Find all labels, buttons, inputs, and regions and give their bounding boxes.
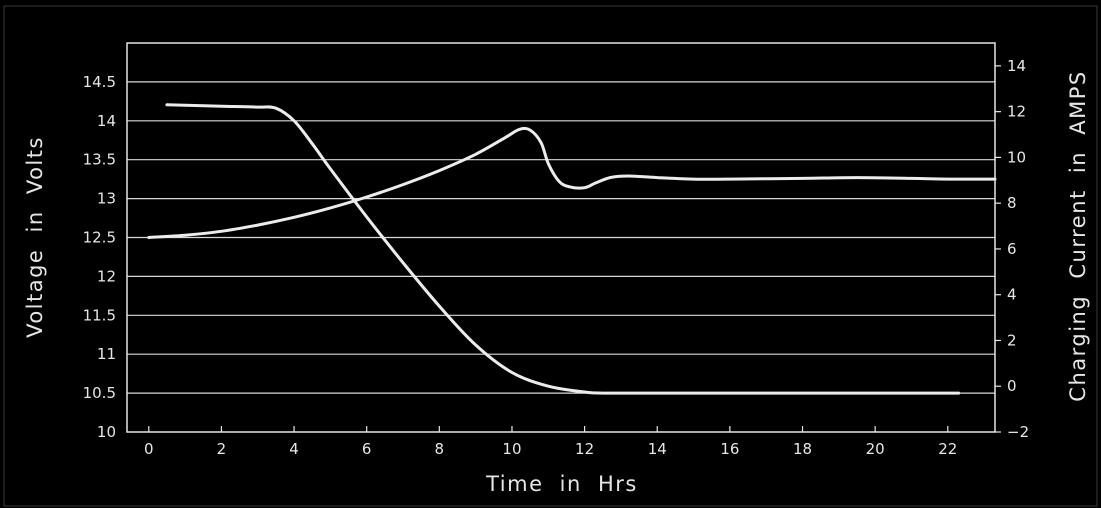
x-tick-label: 6 (362, 440, 372, 458)
y-right-tick-label: −2 (1007, 423, 1029, 441)
x-tick-label: 20 (866, 440, 885, 458)
voltage-series-line (147, 126, 997, 239)
y-left-tick-label: 14 (97, 112, 116, 130)
x-tick-label: 10 (502, 440, 521, 458)
x-axis-title: Time in Hrs (485, 472, 638, 496)
x-tick-label: 18 (793, 440, 812, 458)
y-right-tick-label: 2 (1007, 331, 1017, 349)
x-tick-label: 16 (720, 440, 739, 458)
y-right-tick-label: 14 (1007, 57, 1026, 75)
y-left-tick-label: 14.5 (83, 73, 116, 91)
y-axis-right-title: Charging Current in AMPS (1066, 70, 1090, 401)
x-tick-label: 22 (938, 440, 957, 458)
y-right-tick-label: 12 (1007, 103, 1026, 121)
y-left-tick-label: 10.5 (83, 384, 116, 402)
x-tick-label: 14 (648, 440, 667, 458)
current-series-line (165, 103, 961, 395)
y-left-tick-label: 13 (97, 190, 116, 208)
y-left-tick-label: 11 (97, 345, 116, 363)
x-tick-label: 8 (435, 440, 445, 458)
plot-frame (126, 42, 996, 433)
x-tick-label: 4 (289, 440, 299, 458)
y-right-tick-label: 6 (1007, 240, 1017, 258)
y-right-tick-label: 0 (1007, 377, 1017, 395)
y-left-tick-label: 12 (97, 267, 116, 285)
y-right-tick-label: 8 (1007, 194, 1017, 212)
y-right-tick-label: 10 (1007, 148, 1026, 166)
y-left-tick-label: 10 (97, 423, 116, 441)
tick-labels: 10 10.5 11 11.5 12 12.5 13 13.5 14 14.5 −2 0 2 4 6 8 10 1… (83, 57, 1030, 458)
y-left-tick-label: 11.5 (83, 306, 116, 324)
y-left-tick-label: 12.5 (83, 229, 116, 247)
x-tick-label: 12 (575, 440, 594, 458)
y-axis-left-title: Voltage in Volts (23, 136, 47, 338)
outer-border (3, 5, 1098, 507)
x-tick-label: 0 (144, 440, 154, 458)
series-layer (147, 103, 997, 395)
x-tick-label: 2 (217, 440, 227, 458)
y-left-tick-label: 13.5 (83, 151, 116, 169)
y-right-tick-label: 4 (1007, 286, 1017, 304)
